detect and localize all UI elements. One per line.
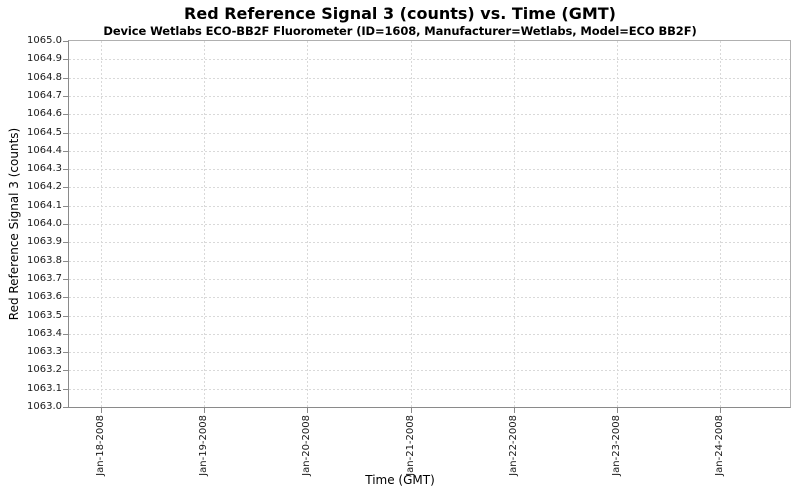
x-tick-mark xyxy=(204,408,206,413)
y-tick-label: 1063.2 xyxy=(27,364,62,376)
x-tick-label: Jan-22-2008 xyxy=(507,415,519,476)
chart-subtitle: Device Wetlabs ECO-BB2F Fluorometer (ID=… xyxy=(103,24,697,38)
x-tick-label: Jan-20-2008 xyxy=(301,415,313,476)
y-tick-label: 1063.5 xyxy=(27,309,62,321)
y-tick-mark xyxy=(63,370,68,372)
y-tick-mark xyxy=(63,169,68,171)
y-tick-label: 1063.1 xyxy=(27,382,62,394)
y-tick-label: 1064.6 xyxy=(27,108,62,120)
gridline-horizontal xyxy=(69,242,790,244)
y-tick-label: 1063.0 xyxy=(27,401,62,412)
gridline-horizontal xyxy=(69,77,790,79)
y-tick-mark xyxy=(63,242,68,244)
gridline-horizontal xyxy=(69,315,790,317)
y-tick-mark xyxy=(63,205,68,207)
gridline-horizontal xyxy=(69,333,790,335)
y-tick-label: 1064.9 xyxy=(27,53,62,65)
y-tick-label: 1063.7 xyxy=(27,272,62,284)
y-tick-label: 1064.7 xyxy=(27,89,62,101)
x-tick-label: Jan-23-2008 xyxy=(611,415,623,476)
y-tick-mark xyxy=(63,278,68,280)
y-tick-mark xyxy=(63,150,68,152)
gridline-horizontal xyxy=(69,59,790,61)
y-tick-mark xyxy=(63,41,68,42)
gridline-horizontal xyxy=(69,95,790,97)
y-tick-mark xyxy=(63,224,68,225)
x-tick-mark xyxy=(617,408,619,413)
plot-area xyxy=(68,40,791,408)
y-tick-label: 1064.5 xyxy=(27,126,62,138)
x-tick-mark xyxy=(513,408,515,413)
gridline-vertical xyxy=(617,41,619,407)
y-tick-label: 1064.2 xyxy=(27,181,62,193)
x-tick-mark xyxy=(720,408,722,413)
gridline-horizontal xyxy=(69,388,790,390)
y-tick-mark xyxy=(63,388,68,390)
x-tick-label: Jan-18-2008 xyxy=(94,415,106,476)
y-tick-label: 1064.3 xyxy=(27,163,62,175)
gridline-vertical xyxy=(513,41,515,407)
y-tick-label: 1064.1 xyxy=(27,199,62,211)
gridline-horizontal xyxy=(69,114,790,116)
y-tick-mark xyxy=(63,297,68,299)
gridline-horizontal xyxy=(69,278,790,280)
gridline-horizontal xyxy=(69,205,790,207)
gridline-horizontal xyxy=(69,260,790,262)
gridline-vertical xyxy=(100,41,102,407)
y-tick-mark xyxy=(63,132,68,134)
y-tick-label: 1063.3 xyxy=(27,346,62,358)
gridline-vertical xyxy=(307,41,309,407)
x-tick-mark xyxy=(100,408,102,413)
gridline-horizontal xyxy=(69,150,790,152)
x-tick-label: Jan-19-2008 xyxy=(198,415,210,476)
x-tick-mark xyxy=(307,408,309,413)
y-tick-label: 1063.6 xyxy=(27,291,62,303)
gridline-horizontal xyxy=(69,187,790,189)
y-tick-label: 1064.0 xyxy=(27,218,62,229)
y-tick-mark xyxy=(63,352,68,354)
x-axis-title: Time (GMT) xyxy=(365,473,435,487)
gridline-horizontal xyxy=(69,297,790,299)
y-tick-label: 1063.8 xyxy=(27,254,62,266)
y-tick-label: 1064.8 xyxy=(27,71,62,83)
y-tick-label: 1063.9 xyxy=(27,236,62,248)
chart-title: Red Reference Signal 3 (counts) vs. Time… xyxy=(184,4,616,23)
y-tick-label: 1065.0 xyxy=(27,35,62,46)
gridline-vertical xyxy=(204,41,206,407)
gridline-horizontal xyxy=(69,224,790,225)
y-tick-mark xyxy=(63,407,68,408)
gridline-horizontal xyxy=(69,370,790,372)
y-tick-mark xyxy=(63,315,68,317)
y-tick-mark xyxy=(63,59,68,61)
y-tick-label: 1063.4 xyxy=(27,327,62,339)
gridline-horizontal xyxy=(69,132,790,134)
gridline-vertical xyxy=(410,41,412,407)
y-tick-mark xyxy=(63,114,68,116)
gridline-horizontal xyxy=(69,352,790,354)
x-tick-label: Jan-24-2008 xyxy=(714,415,726,476)
x-tick-label: Jan-21-2008 xyxy=(404,415,416,476)
y-tick-mark xyxy=(63,260,68,262)
y-tick-mark xyxy=(63,77,68,79)
y-tick-mark xyxy=(63,95,68,97)
gridline-vertical xyxy=(720,41,722,407)
y-tick-mark xyxy=(63,187,68,189)
y-tick-mark xyxy=(63,333,68,335)
gridline-horizontal xyxy=(69,169,790,171)
y-tick-label: 1064.4 xyxy=(27,144,62,156)
x-tick-mark xyxy=(410,408,412,413)
